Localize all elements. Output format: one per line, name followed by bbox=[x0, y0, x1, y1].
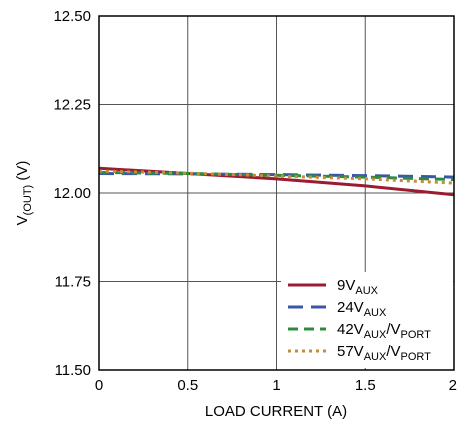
legend-label-4: 57VAUX/VPORT bbox=[337, 343, 431, 363]
series-line-2 bbox=[98, 172, 455, 179]
x-tick-label-3: 1.5 bbox=[355, 377, 376, 394]
y-axis-label-unit: (V) bbox=[14, 161, 31, 185]
y-axis-label-sub: (OUT) bbox=[22, 185, 34, 216]
x-tick-label-0: 0 bbox=[95, 377, 103, 394]
y-tick-label-3: 12.25 bbox=[53, 97, 91, 114]
y-tick-label-2: 12.00 bbox=[53, 185, 91, 202]
legend-label-3: 42VAUX/VPORT bbox=[337, 321, 431, 341]
x-axis-label: LOAD CURRENT (A) bbox=[205, 403, 347, 420]
y-axis-label: V(OUT) (V) bbox=[14, 161, 34, 226]
legend-label-1: 9VAUX bbox=[337, 277, 379, 297]
series-line-1 bbox=[98, 166, 455, 197]
x-tick-label-1: 0.5 bbox=[177, 377, 198, 394]
y-tick-labels: 11.50 11.75 12.00 12.25 12.50 bbox=[53, 8, 91, 379]
plot-frame bbox=[98, 15, 455, 371]
legend-label-2: 24VAUX bbox=[337, 299, 387, 319]
series-layer bbox=[98, 166, 455, 197]
x-tick-label-2: 1 bbox=[272, 377, 280, 394]
y-tick-label-0: 11.50 bbox=[55, 362, 91, 379]
y-axis-label-main: V bbox=[14, 215, 31, 225]
y-tick-label-4: 12.50 bbox=[53, 8, 91, 25]
x-tick-labels: 0 0.5 1 1.5 2 bbox=[95, 377, 457, 394]
series-line-4 bbox=[98, 169, 455, 185]
x-tick-label-4: 2 bbox=[449, 377, 457, 394]
y-tick-label-1: 11.75 bbox=[55, 274, 91, 291]
